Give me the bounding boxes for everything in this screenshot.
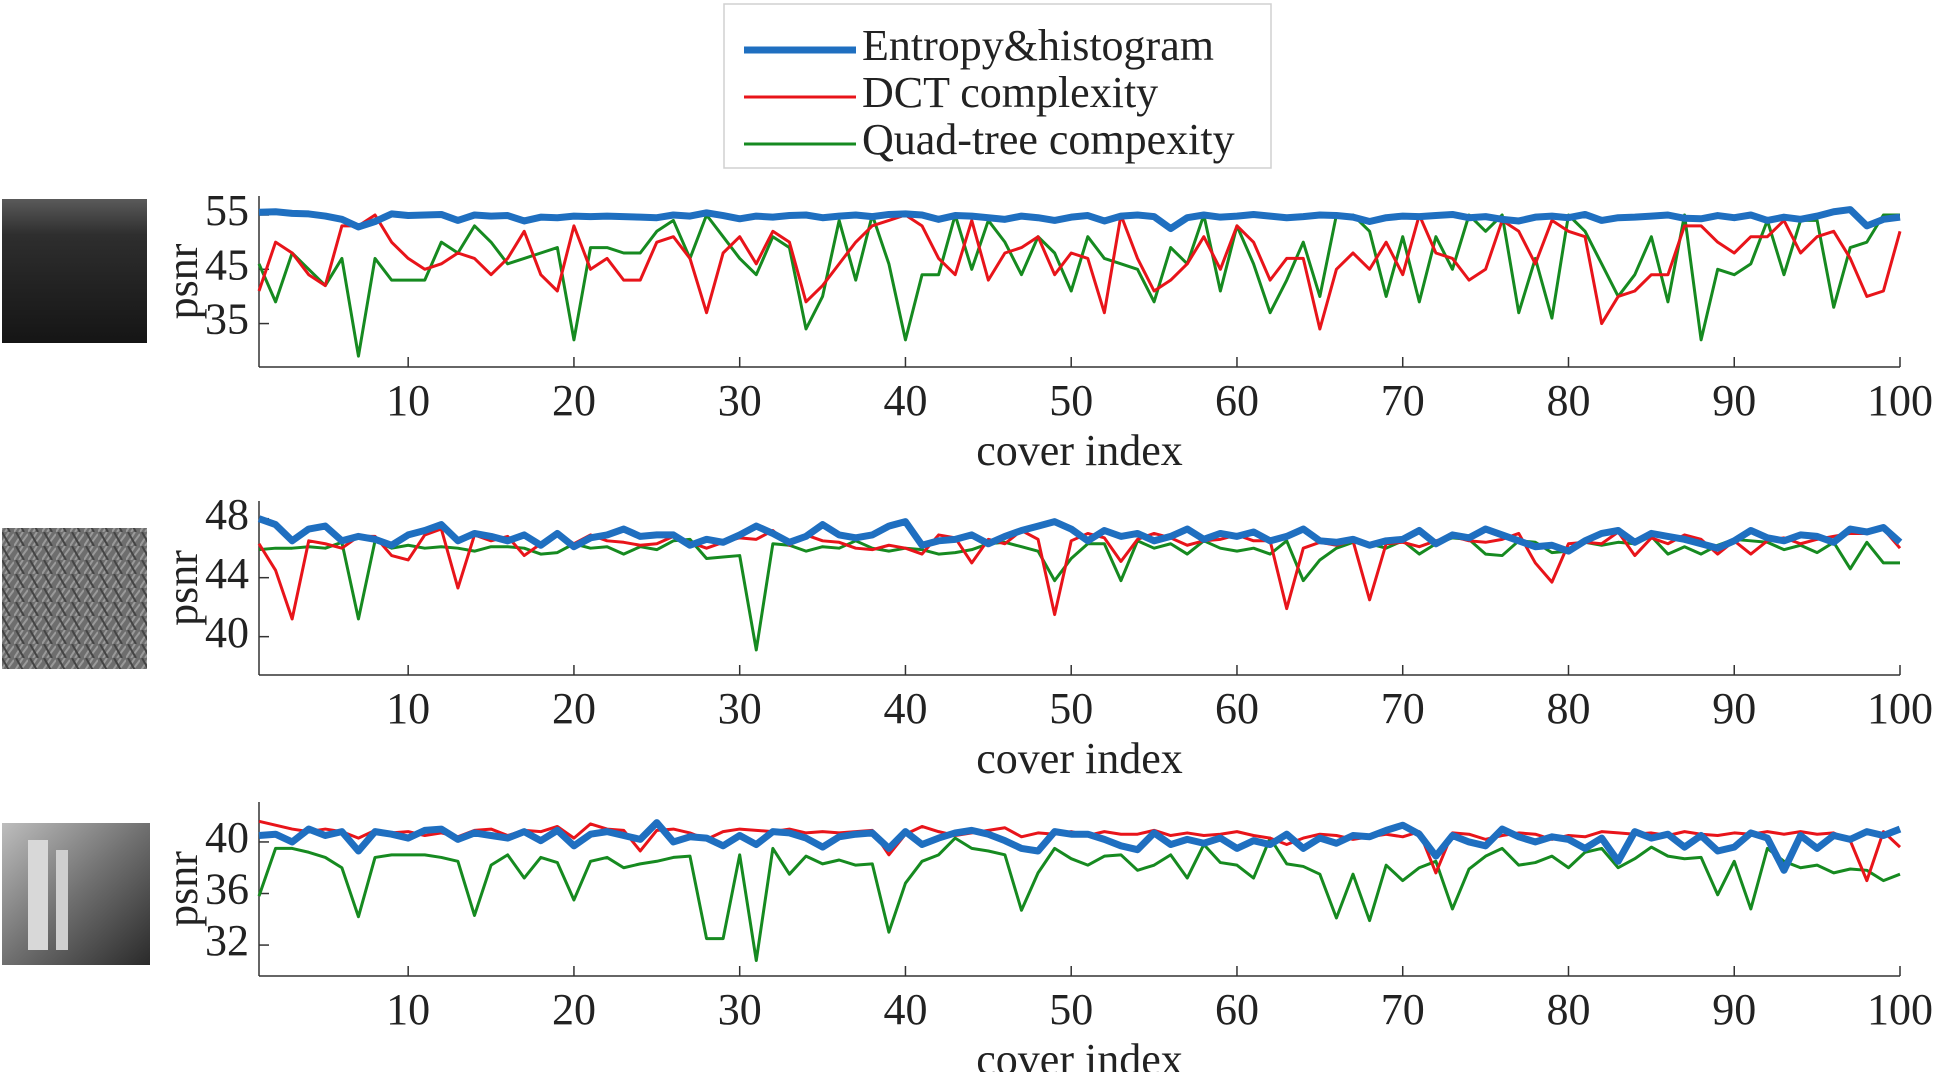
x-tick-label: 90 xyxy=(1712,376,1756,425)
y-axis-label: psnr xyxy=(158,851,207,927)
x-tick-label: 10 xyxy=(386,985,430,1034)
legend-label: Quad-tree compexity xyxy=(862,115,1235,164)
y-axis-label: psnr xyxy=(158,550,207,626)
series-line xyxy=(257,213,1902,331)
x-tick-label: 60 xyxy=(1215,376,1259,425)
x-axis-label: cover index xyxy=(976,734,1182,783)
x-tick-label: 10 xyxy=(386,684,430,733)
y-tick-label: 44 xyxy=(205,549,249,598)
y-axis-label: psnr xyxy=(158,243,207,319)
x-tick-label: 40 xyxy=(883,985,927,1034)
thumbnail xyxy=(2,528,147,669)
series-line xyxy=(258,534,1900,652)
thumbnail-detail xyxy=(56,850,68,950)
x-tick-label: 80 xyxy=(1546,376,1590,425)
x-axis-label: cover index xyxy=(976,426,1182,475)
x-tick-label: 100 xyxy=(1867,985,1933,1034)
legend-label: Entropy&histogram xyxy=(862,21,1214,70)
x-tick-label: 30 xyxy=(718,985,762,1034)
x-tick-label: 80 xyxy=(1546,684,1590,733)
series-line xyxy=(258,819,1902,874)
x-tick-label: 70 xyxy=(1381,684,1425,733)
x-tick-label: 100 xyxy=(1867,376,1933,425)
x-tick-label: 70 xyxy=(1381,376,1425,425)
x-axis-label: cover index xyxy=(976,1035,1182,1072)
y-tick-label: 40 xyxy=(205,608,249,657)
legend-box xyxy=(723,3,1272,169)
x-tick-label: 40 xyxy=(883,376,927,425)
legend-label: DCT complexity xyxy=(862,68,1158,117)
x-tick-label: 20 xyxy=(552,684,596,733)
thumbnail-detail xyxy=(28,840,48,950)
x-tick-label: 90 xyxy=(1712,684,1756,733)
x-tick-label: 30 xyxy=(718,684,762,733)
x-tick-label: 50 xyxy=(1049,684,1093,733)
x-tick-label: 20 xyxy=(552,985,596,1034)
x-tick-label: 80 xyxy=(1546,985,1590,1034)
x-tick-label: 50 xyxy=(1049,376,1093,425)
series-line xyxy=(257,836,1901,963)
y-tick-label: 55 xyxy=(205,186,249,235)
x-tick-label: 30 xyxy=(718,376,762,425)
x-tick-label: 50 xyxy=(1049,985,1093,1034)
series-line xyxy=(258,819,1902,883)
x-tick-label: 70 xyxy=(1381,985,1425,1034)
x-tick-label: 60 xyxy=(1215,684,1259,733)
thumbnail xyxy=(2,199,147,343)
y-tick-label: 32 xyxy=(205,916,249,965)
thumbnail xyxy=(2,823,150,965)
y-tick-label: 35 xyxy=(205,295,249,344)
series-line xyxy=(258,206,1901,233)
x-tick-label: 10 xyxy=(386,376,430,425)
series-line xyxy=(257,515,1903,555)
y-tick-label: 48 xyxy=(205,490,249,539)
x-tick-label: 20 xyxy=(552,376,596,425)
x-tick-label: 100 xyxy=(1867,684,1933,733)
x-tick-label: 60 xyxy=(1215,985,1259,1034)
x-tick-label: 40 xyxy=(883,684,927,733)
series-line xyxy=(257,213,1900,358)
x-tick-label: 90 xyxy=(1712,985,1756,1034)
y-tick-label: 36 xyxy=(205,865,249,914)
y-tick-label: 45 xyxy=(205,240,249,289)
y-tick-label: 40 xyxy=(205,813,249,862)
